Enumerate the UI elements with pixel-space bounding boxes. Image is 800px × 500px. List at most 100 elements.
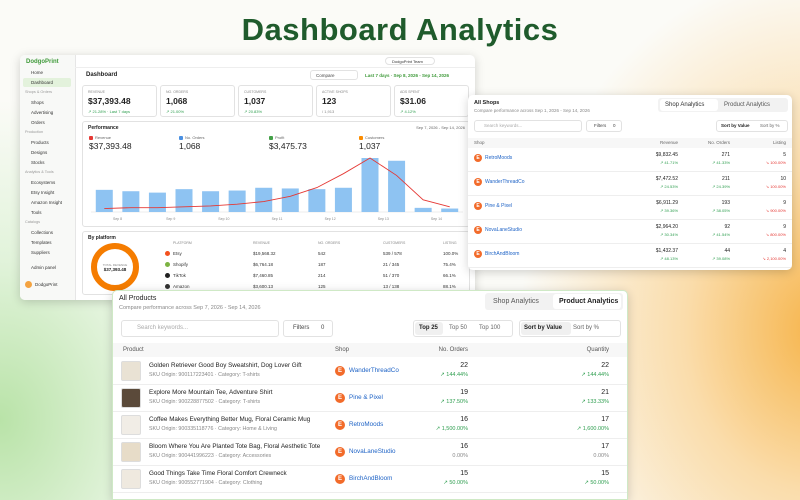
column-header: Shop (335, 346, 350, 353)
shop-name: Pine & Pixel (349, 394, 383, 401)
row-divider (113, 492, 627, 493)
bar (361, 158, 379, 212)
cell-change: ↗ 30.34% (659, 232, 678, 237)
product-name: Good Things Take Time Floral Comfort Cre… (149, 470, 287, 477)
metric-value: $3,475.73 (269, 141, 307, 151)
row-divider (113, 438, 627, 439)
cell-change: ↗ 24.53% (659, 184, 678, 189)
card-title: Performance (88, 125, 119, 131)
header-row-bg (468, 138, 792, 148)
platform-cell: Shopify (173, 262, 189, 267)
shop-name: Pine & Pixel (485, 203, 512, 209)
metric-label: Profit (275, 135, 285, 140)
platform-cell: $6,764.18 (253, 262, 274, 267)
donut (91, 243, 139, 291)
metric-value: 1,068 (179, 141, 201, 151)
filters-button (586, 120, 622, 132)
cell-change: ↗ 50.00% (443, 480, 468, 486)
x-tick-label: Sep 9 (166, 217, 175, 221)
product-thumbnail (121, 388, 141, 408)
cell-value: 16 (460, 416, 468, 423)
shop-icon: E (474, 250, 482, 258)
sidebar-item: Advertising (31, 110, 54, 115)
performance-card: Performance Sep 7, 2026 - Sep 14, 2026 Rev… (82, 121, 470, 227)
column-header: CUSTOMERS (383, 241, 406, 245)
top-option: Top 100 (479, 324, 501, 331)
product-thumbnail (121, 415, 141, 435)
kpi-value: $37,393.48 (88, 96, 131, 106)
platform-cell: 75.4% (443, 262, 456, 267)
cell-value: 22 (460, 362, 468, 369)
platform-cell: $19,568.32 (253, 251, 276, 256)
cell-change: 0.00% (593, 453, 609, 459)
sort-option: Sort by % (760, 123, 780, 128)
metric-value: 1,037 (359, 141, 381, 151)
shop-icon: E (335, 366, 345, 376)
donut-ring (91, 243, 139, 291)
platform-cell: $7,460.85 (253, 273, 274, 278)
kpi-delta: ↗ 4.12% (400, 109, 416, 114)
platform-icon (165, 251, 170, 256)
filters-count: 0 (613, 123, 616, 128)
filters-label: Filters (293, 324, 310, 331)
bar (441, 208, 459, 212)
platform-cell: Etsy (173, 251, 182, 256)
bar (122, 191, 140, 212)
panel-subtitle: Compare performance across Sep 7, 2026 -… (119, 305, 261, 311)
kpi-label: ACTIVE SHOPS (322, 90, 348, 94)
avatar (25, 281, 32, 288)
performance-chart: Sep 8 Sep 9 Sep 10 Sep 11 Sep 12 Sep 13 Sep 14 (91, 157, 463, 221)
sidebar-item: Collections (31, 230, 54, 235)
platform-cell: 88.1% (443, 284, 456, 289)
tab-active (553, 294, 621, 309)
cell-change: ↗ 48.13% (659, 256, 678, 261)
filters-count: 0 (321, 324, 325, 331)
cell-value: 10 (780, 176, 786, 182)
shops-panel: All Shops Compare performance across Sep … (468, 95, 792, 270)
platform-cell: TikTok (173, 273, 186, 278)
sort-active (521, 322, 571, 335)
sidebar-item: Stocks (31, 160, 45, 165)
cell-value: $6,911.29 (656, 200, 678, 206)
cell-change: ↘ 2,100.00% (762, 256, 786, 261)
user-name: DodgoPrint (35, 282, 58, 287)
date-range: Last 7 days · Sep 8, 2026 - Sep 14, 2026 (365, 72, 450, 78)
platform-cell: 100.0% (443, 251, 459, 256)
cell-value: 4 (783, 248, 786, 254)
platform-icon (165, 284, 170, 289)
shop-icon: E (335, 447, 345, 457)
tab: Shop Analytics (493, 298, 539, 305)
product-name: Coffee Makes Everything Better Mug, Flor… (149, 416, 311, 423)
sidebar-item: Suppliers (31, 250, 50, 255)
bar (175, 189, 193, 212)
cell-value: 15 (460, 470, 468, 477)
sidebar-item: Home (31, 70, 44, 75)
cell-change: ↗ 50.00% (584, 480, 609, 486)
compare: Compare (316, 72, 335, 78)
kpi-delta: / 1,913 (322, 109, 335, 114)
platform-cell: Amazon (173, 284, 190, 289)
product-sku: SKU Origin: 900552771904 · Category: Clo… (149, 480, 263, 486)
tab: Product Analytics (724, 102, 771, 108)
cell-change: ↗ 41.33% (711, 160, 730, 165)
cell-value: 17 (601, 443, 609, 450)
search-placeholder: Search keywords... (484, 123, 523, 128)
kpi-card: ACTIVE SHOPS 123 / 1,913 (316, 85, 391, 117)
kpi-value: $31.06 (400, 96, 426, 106)
cell-value: $2,964.20 (655, 224, 678, 230)
cell-change: 0.00% (452, 453, 468, 459)
column-header: No. Orders (707, 140, 730, 145)
bar (95, 189, 113, 212)
platform-cell: 13 / 138 (383, 284, 400, 289)
bar (388, 160, 406, 212)
kpi-card: REVENUE $37,393.48 ↗ 21.28% · Last 7 days (82, 85, 157, 117)
shop-name: BirchAndBloom (349, 475, 393, 482)
cell-value: 193 (721, 200, 730, 206)
compare-box (310, 70, 358, 80)
cell-change: ↗ 1,600.00% (576, 426, 609, 432)
product-thumbnail (121, 361, 141, 381)
sort-option: Sort by % (573, 324, 600, 331)
sidebar-item: Dashboard (31, 80, 54, 85)
cell-value: $9,832.45 (655, 152, 678, 158)
